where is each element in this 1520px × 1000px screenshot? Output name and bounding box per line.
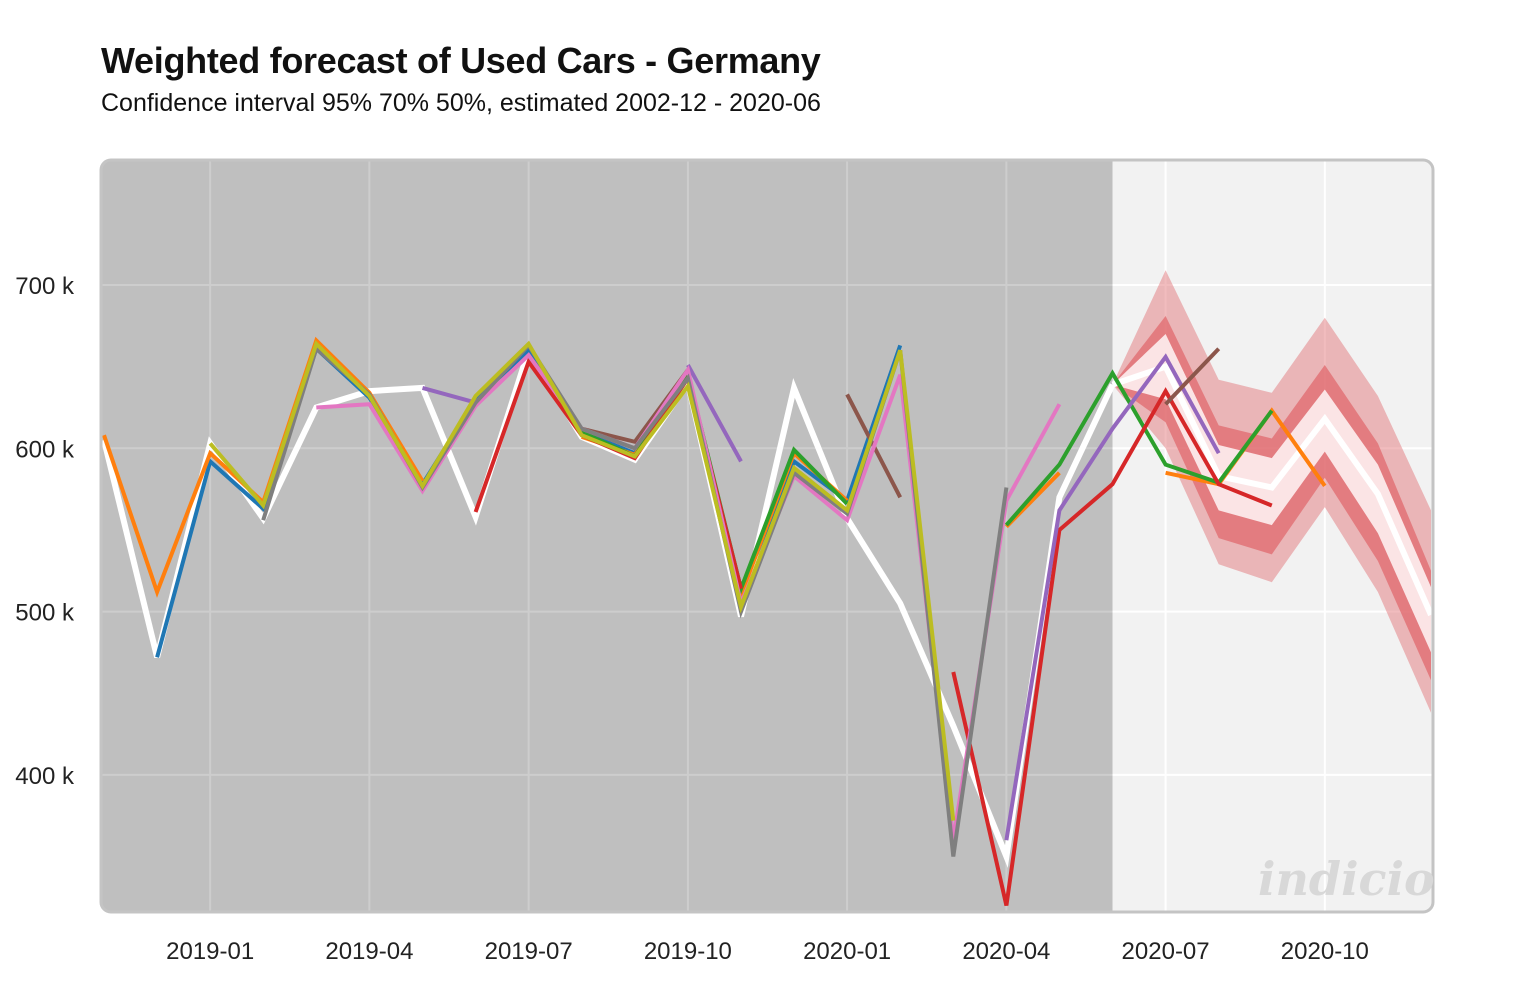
forecast-line-olive — [208, 340, 956, 821]
y-tick-label: 500 k — [15, 600, 75, 627]
y-tick-label: 600 k — [15, 436, 75, 463]
confidence-band-50 — [1112, 334, 1431, 653]
indicio-watermark: indicio — [1258, 852, 1435, 906]
forecast-line-purple — [421, 385, 477, 405]
forecast-line-red — [951, 387, 1273, 906]
forecast-line-green — [1004, 369, 1274, 527]
x-axis: 2019-01 2019-04 2019-07 2019-10 2020-01 2020-… — [166, 938, 1369, 965]
x-tick-label: 2019-10 — [644, 938, 732, 965]
plot-frame — [99, 158, 1435, 914]
weighted-forecast-line — [1111, 362, 1433, 617]
series-lines — [101, 336, 1433, 906]
x-tick-label: 2020-07 — [1122, 938, 1210, 965]
x-tick-label: 2020-10 — [1281, 938, 1369, 965]
y-axis: 400 k 500 k 600 k 700 k — [15, 273, 75, 790]
x-tick-label: 2020-04 — [962, 938, 1050, 965]
history-region — [101, 160, 1113, 912]
y-tick-label: 700 k — [15, 273, 75, 300]
forecast-line-purple — [686, 364, 743, 463]
forecast-line-purple — [1004, 353, 1221, 841]
plot-border — [99, 158, 1435, 914]
x-tick-label: 2019-01 — [166, 938, 254, 965]
forecast-line-brown — [1164, 347, 1221, 406]
x-tick-label: 2019-04 — [325, 938, 413, 965]
y-tick-label: 400 k — [15, 763, 75, 790]
x-tick-label: 2019-07 — [485, 938, 573, 965]
x-tick-label: 2020-01 — [803, 938, 891, 965]
chart-subtitle: Confidence interval 95% 70% 50%, estimat… — [101, 89, 821, 117]
chart-title: Weighted forecast of Used Cars - Germany — [101, 40, 821, 81]
